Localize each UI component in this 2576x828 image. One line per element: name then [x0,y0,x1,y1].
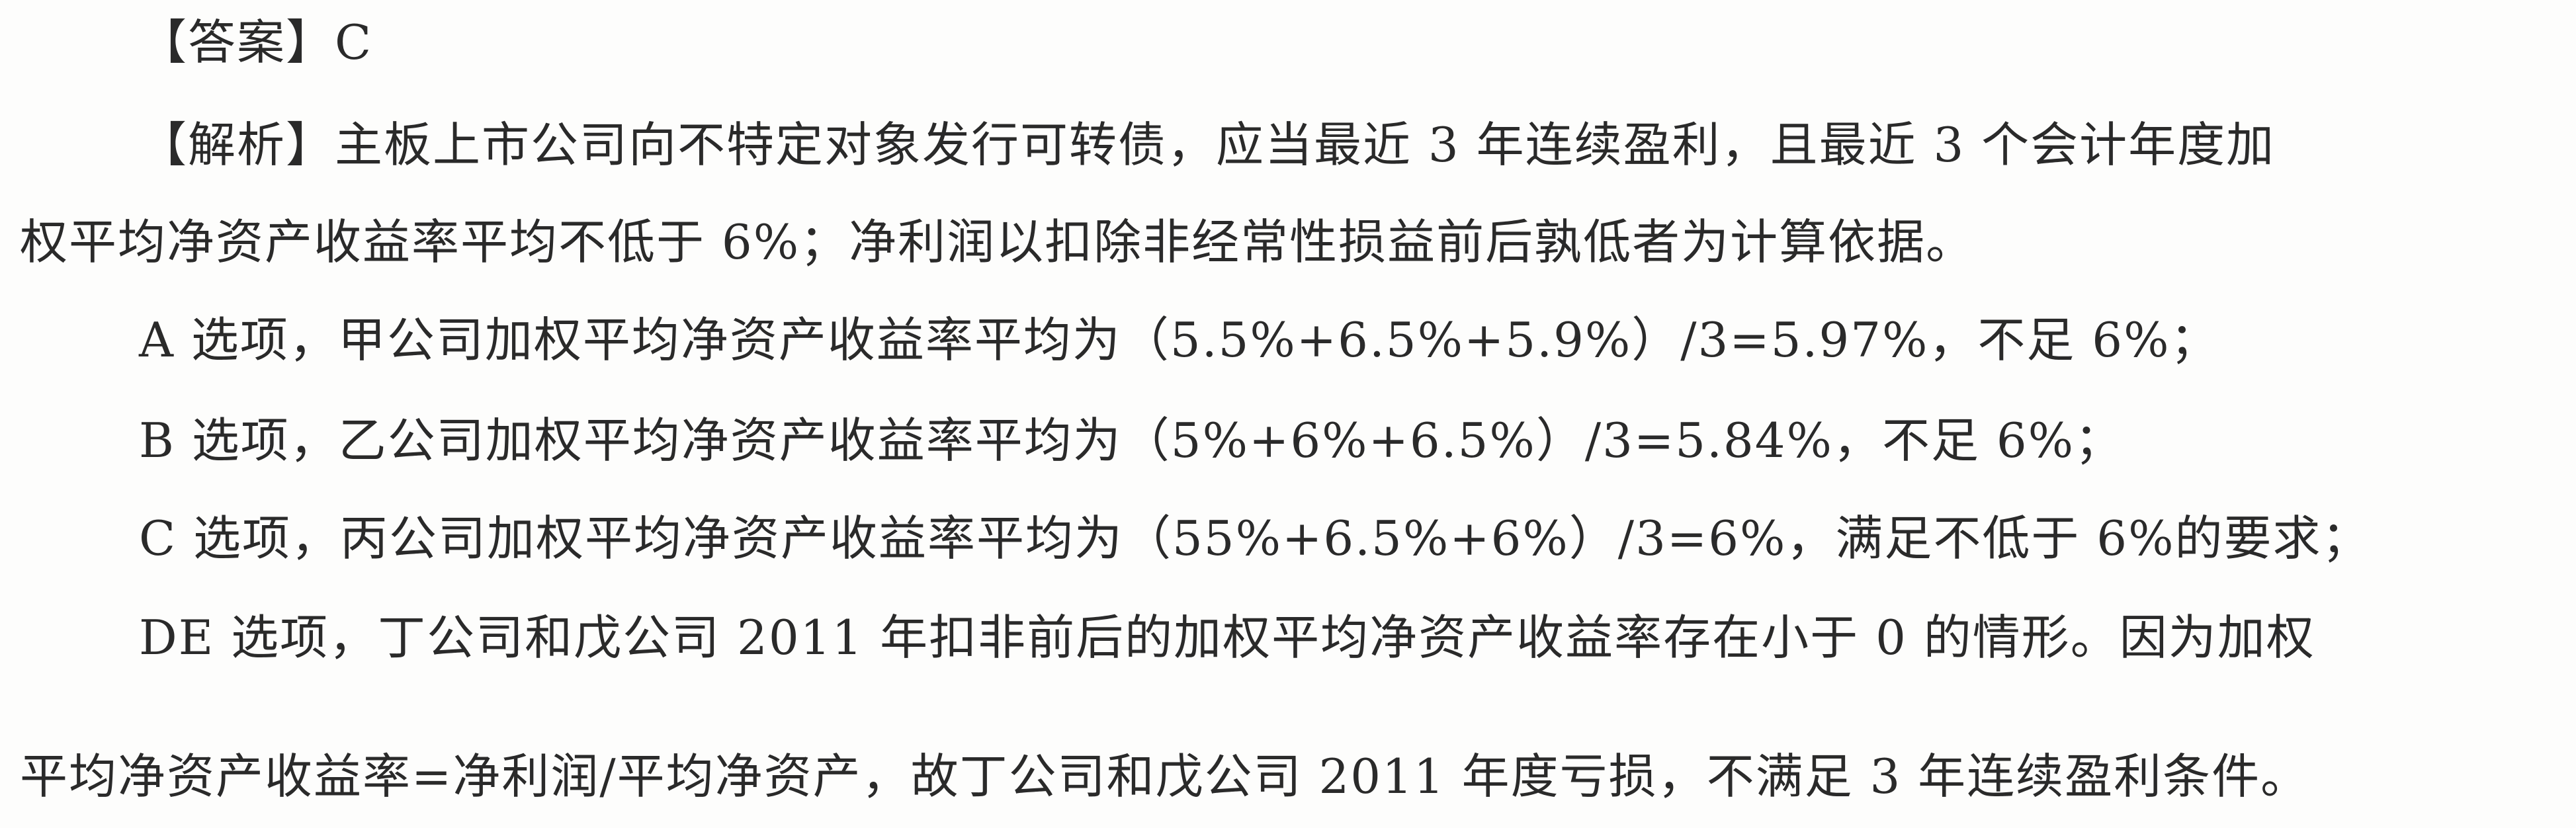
option-b-line: B 选项，乙公司加权平均净资产收益率平均为（5%+6%+6.5%）/3=5.84… [139,417,2124,464]
analysis-line-1: 【解析】主板上市公司向不特定对象发行可转债，应当最近 3 年连续盈利，且最近 3… [139,121,2275,169]
option-c-line: C 选项，丙公司加权平均净资产收益率平均为（55%+6.5%+6%）/3=6%，… [139,515,2371,562]
option-de-line-1: DE 选项，丁公司和戊公司 2011 年扣非前后的加权平均净资产收益率存在小于 … [139,614,2315,661]
analysis-line-2: 权平均净资产收益率平均不低于 6%；净利润以扣除非经常性损益前后孰低者为计算依据… [20,218,1975,266]
option-de-line-2: 平均净资产收益率=净利润/平均净资产，故丁公司和戊公司 2011 年度亏损，不满… [20,753,2309,800]
option-a-line: A 选项，甲公司加权平均净资产收益率平均为（5.5%+6.5%+5.9%）/3=… [139,316,2219,364]
answer-line: 【答案】C [139,19,372,66]
